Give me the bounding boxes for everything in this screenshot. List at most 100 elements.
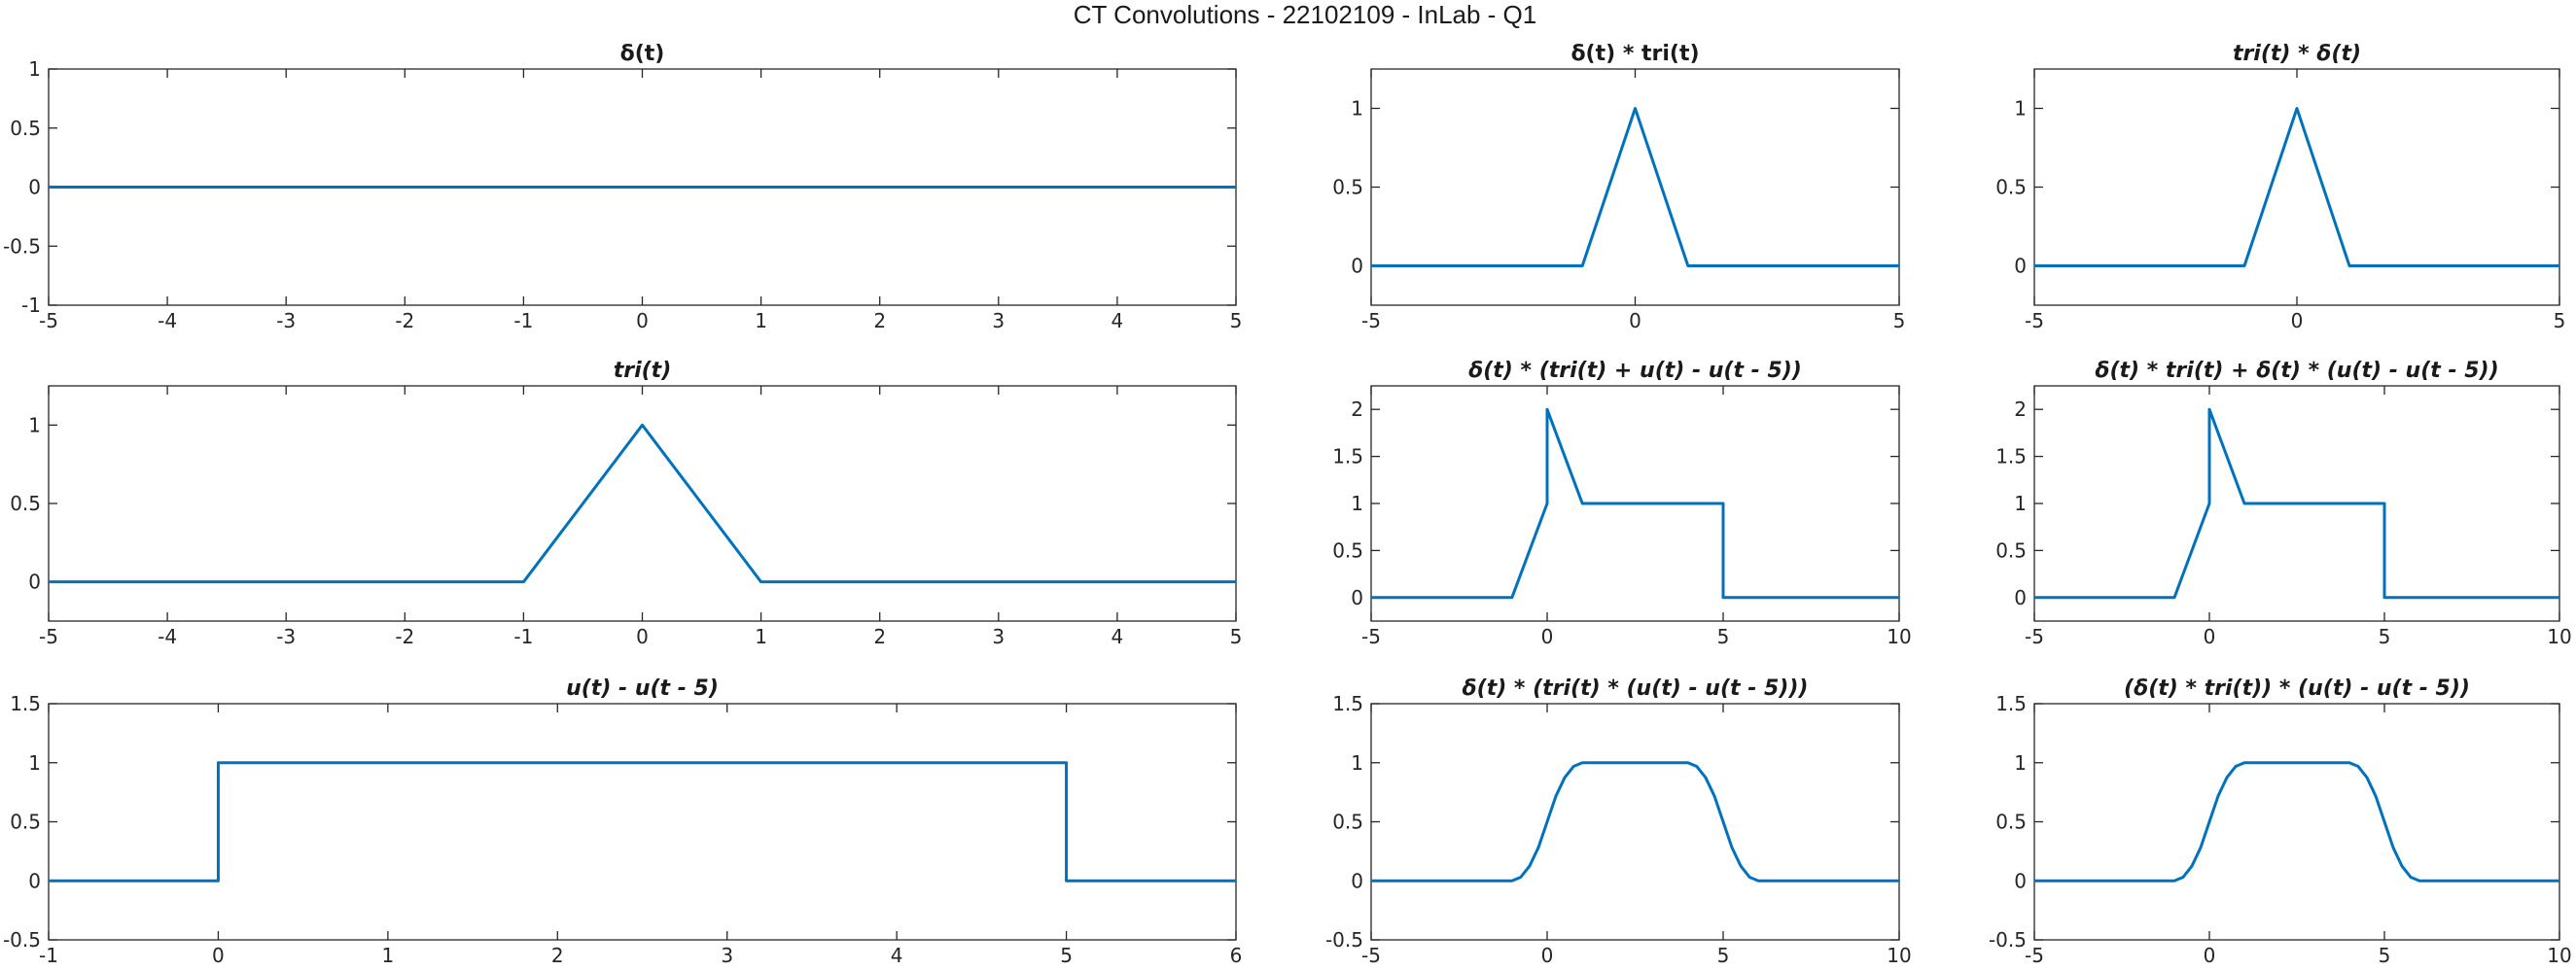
subplot-9: (δ(t) * tri(t)) * (u(t) - u(t - 5)) -5 0 5 1… bbox=[1989, 676, 2572, 967]
x-tick-label: 5 bbox=[1717, 625, 1730, 648]
y-tick-label: -0.5 bbox=[1325, 928, 1363, 952]
y-tick-label: 2 bbox=[1351, 398, 1363, 421]
x-tick-label: 5 bbox=[2379, 944, 2391, 967]
x-tick-label: -1 bbox=[39, 944, 58, 967]
x-tick-label: 0 bbox=[636, 625, 649, 648]
x-tick-label: -5 bbox=[39, 625, 58, 648]
y-tick-label: 0 bbox=[28, 571, 41, 594]
y-tick-label: 0.5 bbox=[1995, 538, 2027, 562]
x-tick-label: -5 bbox=[1361, 625, 1381, 648]
y-tick-label: 0.5 bbox=[1332, 811, 1363, 834]
y-tick-label: 1.5 bbox=[1995, 692, 2027, 715]
y-tick-label: 1 bbox=[2014, 97, 2027, 121]
axes-frame bbox=[1370, 703, 1900, 941]
y-tick-label: 0.5 bbox=[1995, 811, 2027, 834]
x-tick-label: 5 bbox=[2379, 625, 2391, 648]
subplot-title: tri(t) bbox=[614, 359, 672, 383]
subplot-title: u(t) - u(t - 5) bbox=[566, 676, 719, 701]
y-tick-label: 0 bbox=[2014, 255, 2027, 278]
y-tick-label: -0.5 bbox=[1989, 928, 2027, 952]
y-tick-label: -1 bbox=[21, 294, 41, 317]
figure-title: CT Convolutions - 22102109 - InLab - Q1 bbox=[1074, 0, 1536, 29]
series-line bbox=[49, 761, 1236, 883]
y-tick-label: 0.5 bbox=[1995, 176, 2027, 199]
x-tick-label: -2 bbox=[395, 625, 414, 648]
subplot-title: δ(t) * (tri(t) + u(t) - u(t - 5)) bbox=[1468, 359, 1802, 383]
y-tick-label: 0 bbox=[1351, 586, 1363, 609]
y-tick-label: 0 bbox=[2014, 586, 2027, 609]
axes-frame bbox=[1370, 68, 1900, 306]
y-tick-label: 1 bbox=[28, 751, 41, 775]
x-tick-label: -4 bbox=[158, 309, 177, 332]
x-tick-label: 0 bbox=[2204, 625, 2216, 648]
y-tick-label: 0.5 bbox=[10, 117, 41, 140]
x-tick-label: 10 bbox=[1887, 625, 1911, 648]
subplot-5: δ(t) * (tri(t) + u(t) - u(t - 5)) -5 0 5 10 0… bbox=[1332, 359, 1912, 648]
axes-frame bbox=[48, 385, 1237, 622]
y-tick-label: 1 bbox=[1351, 751, 1363, 775]
y-tick-label: 0 bbox=[1351, 255, 1363, 278]
x-tick-label: 0 bbox=[1629, 309, 1641, 332]
y-tick-label: 1 bbox=[2014, 492, 2027, 515]
y-tick-label: 1.5 bbox=[1332, 445, 1363, 468]
subplot-title: tri(t) * δ(t) bbox=[2233, 42, 2361, 66]
x-tick-label: 2 bbox=[873, 309, 886, 332]
subplot-title: δ(t) * tri(t) bbox=[1570, 42, 1699, 66]
y-tick-label: 1 bbox=[2014, 751, 2027, 775]
subplot-6: δ(t) * tri(t) + δ(t) * (u(t) - u(t - 5))… bbox=[1995, 359, 2572, 648]
series-line bbox=[49, 423, 1236, 584]
x-tick-label: 0 bbox=[1541, 944, 1554, 967]
x-tick-label: 2 bbox=[873, 625, 886, 648]
x-tick-label: 2 bbox=[551, 944, 564, 967]
x-tick-label: 1 bbox=[381, 944, 394, 967]
subplot-2: δ(t) * tri(t) -5 0 5 0 0.5 1 bbox=[1332, 42, 1905, 332]
y-tick-label: -0.5 bbox=[3, 234, 41, 258]
x-tick-label: 3 bbox=[992, 309, 1005, 332]
x-tick-label: 5 bbox=[1230, 309, 1243, 332]
x-tick-label: 5 bbox=[1060, 944, 1073, 967]
x-tick-label: -1 bbox=[513, 625, 533, 648]
x-tick-label: 0 bbox=[636, 309, 649, 332]
y-tick-label: 0.5 bbox=[10, 811, 41, 834]
x-tick-label: 0 bbox=[2291, 309, 2304, 332]
axes-frame bbox=[2033, 703, 2560, 941]
series-line bbox=[1371, 107, 1899, 267]
x-tick-label: 5 bbox=[2554, 309, 2566, 332]
x-tick-label: 0 bbox=[212, 944, 225, 967]
y-tick-label: 1.5 bbox=[1995, 445, 2027, 468]
x-tick-label: 10 bbox=[2547, 944, 2571, 967]
series-line bbox=[2034, 761, 2559, 883]
y-tick-label: 0 bbox=[1351, 869, 1363, 892]
x-tick-label: 1 bbox=[755, 625, 767, 648]
subplot-1: δ(t) -5 -4 -3 -2 -1 0 1 2 3 4 5 -1 -0.5 0 0.5 1 bbox=[3, 42, 1242, 332]
y-tick-label: 0 bbox=[2014, 869, 2027, 892]
x-tick-label: 4 bbox=[1112, 309, 1124, 332]
y-tick-label: -0.5 bbox=[3, 928, 41, 952]
x-tick-label: -5 bbox=[1361, 309, 1381, 332]
x-tick-label: -2 bbox=[395, 309, 414, 332]
x-tick-label: 10 bbox=[2547, 625, 2571, 648]
x-tick-label: 3 bbox=[721, 944, 733, 967]
x-tick-label: -4 bbox=[158, 625, 177, 648]
x-tick-label: -5 bbox=[2025, 625, 2044, 648]
x-tick-label: 10 bbox=[1887, 944, 1911, 967]
axes-frame bbox=[48, 703, 1237, 941]
subplot-title: δ(t) * tri(t) + δ(t) * (u(t) - u(t - 5)) bbox=[2095, 359, 2498, 383]
subplot-3: tri(t) * δ(t) -5 0 5 0 0.5 1 bbox=[1995, 42, 2565, 332]
series-line bbox=[1371, 761, 1899, 883]
x-tick-label: 1 bbox=[755, 309, 767, 332]
x-tick-label: 4 bbox=[891, 944, 903, 967]
subplot-title: δ(t) * (tri(t) * (u(t) - u(t - 5))) bbox=[1463, 676, 1809, 701]
axes-frame bbox=[2033, 68, 2560, 306]
x-tick-label: -5 bbox=[39, 309, 58, 332]
y-tick-label: 0.5 bbox=[10, 492, 41, 515]
y-tick-label: 1.5 bbox=[1332, 692, 1363, 715]
x-tick-label: 0 bbox=[1541, 625, 1554, 648]
x-tick-label: -3 bbox=[276, 625, 296, 648]
y-tick-label: 0.5 bbox=[1332, 538, 1363, 562]
series-line bbox=[1371, 407, 1899, 600]
y-tick-label: 1 bbox=[28, 413, 41, 436]
subplot-title: δ(t) bbox=[620, 42, 665, 66]
y-tick-label: 1.5 bbox=[10, 692, 41, 715]
